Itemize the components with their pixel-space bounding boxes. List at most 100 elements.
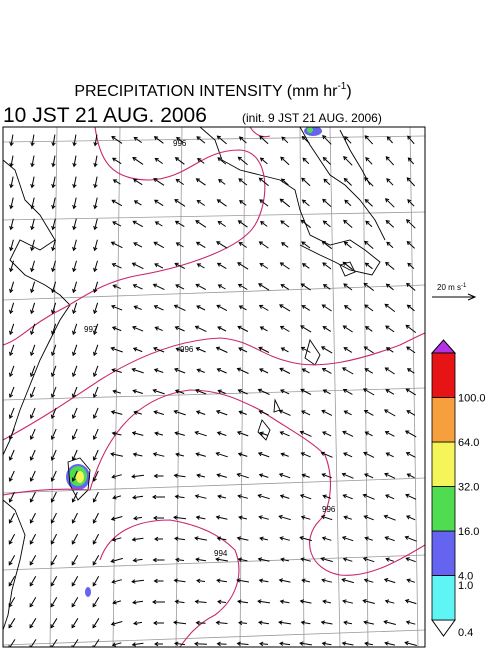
wind-arrow-head bbox=[217, 599, 222, 605]
wind-arrow bbox=[300, 642, 312, 646]
wind-arrow bbox=[301, 177, 311, 187]
graticule bbox=[3, 127, 425, 647]
wind-arrow-head bbox=[322, 135, 327, 140]
wind-arrow bbox=[385, 325, 395, 333]
wind-arrow bbox=[259, 537, 269, 541]
wind-arrow bbox=[365, 157, 373, 165]
wind-arrow-head bbox=[342, 261, 347, 266]
wind-arrow-head bbox=[132, 220, 137, 225]
wind-arrow-head bbox=[93, 204, 98, 210]
wind-arrow bbox=[154, 411, 164, 415]
colorbar-segment bbox=[431, 486, 456, 532]
wind-arrow bbox=[153, 283, 165, 291]
wind-arrow bbox=[237, 431, 249, 437]
wind-arrow-head bbox=[217, 389, 222, 394]
wind-arrow-head bbox=[343, 452, 348, 457]
wind-arrow bbox=[216, 622, 228, 624]
wind-arrow-head bbox=[406, 410, 411, 415]
wind-arrow-head bbox=[301, 305, 306, 309]
wind-arrow bbox=[111, 241, 123, 249]
wind-arrow bbox=[301, 621, 311, 625]
wind-arrow bbox=[196, 347, 206, 353]
wind-arrow-head bbox=[51, 225, 56, 231]
wind-arrow bbox=[344, 516, 352, 520]
contour-label: 994 bbox=[214, 549, 228, 558]
wind-arrow bbox=[217, 262, 227, 270]
wind-arrow bbox=[93, 491, 99, 503]
wind-arrow bbox=[239, 305, 247, 311]
wind-arrow bbox=[385, 198, 395, 208]
wind-arrow bbox=[237, 643, 249, 645]
wind-arrow-head bbox=[93, 267, 98, 273]
wind-arrow-head bbox=[132, 600, 137, 605]
wind-arrow bbox=[29, 554, 37, 566]
wind-arrow bbox=[260, 221, 268, 227]
wind-arrow-head bbox=[131, 262, 137, 267]
wind-arrow bbox=[30, 512, 36, 524]
wind-arrow-head bbox=[8, 498, 13, 503]
wind-arrow-head bbox=[301, 135, 306, 141]
wind-arrow-head bbox=[237, 262, 242, 267]
wind-arrow bbox=[280, 220, 290, 228]
wind-arrow-head bbox=[238, 347, 243, 352]
wind-arrow-head bbox=[363, 451, 368, 456]
wind-arrow-head bbox=[110, 452, 115, 457]
wind-arrow-head bbox=[71, 393, 77, 398]
wind-arrow bbox=[154, 305, 164, 311]
wind-arrow bbox=[112, 263, 122, 269]
wind-arrow-head bbox=[322, 284, 328, 289]
wind-arrow bbox=[133, 178, 143, 186]
wind-arrow-head bbox=[383, 514, 388, 519]
wind-arrow bbox=[258, 621, 270, 625]
wind-arrow bbox=[384, 473, 396, 479]
wind-arrow-head bbox=[30, 267, 35, 273]
wind-arrow bbox=[258, 452, 270, 458]
wind-arrow bbox=[344, 305, 352, 311]
wind-arrow-head bbox=[72, 351, 77, 357]
wind-arrow-head bbox=[51, 183, 56, 189]
wind-arrow-head bbox=[195, 515, 201, 520]
wind-arrow bbox=[364, 515, 374, 521]
wind-arrow-head bbox=[343, 305, 349, 310]
wind-arrow bbox=[217, 495, 227, 499]
wind-arrow bbox=[259, 135, 269, 145]
contour-label: 996 bbox=[322, 505, 336, 514]
wind-arrow-head bbox=[92, 540, 97, 545]
wind-arrow-head bbox=[322, 262, 327, 267]
wind-arrow-head bbox=[111, 199, 116, 204]
wind-arrow-head bbox=[215, 409, 221, 415]
wind-arrow-head bbox=[280, 557, 285, 562]
wind-arrow bbox=[176, 242, 184, 248]
wind-arrow-head bbox=[71, 519, 76, 524]
wind-arrow-head bbox=[50, 540, 55, 545]
wind-arrow-head bbox=[278, 473, 284, 478]
wind-arrow-head bbox=[93, 351, 98, 357]
wind-arrow bbox=[92, 597, 100, 607]
wind-arrow bbox=[322, 642, 332, 646]
wind-arrow-head bbox=[195, 241, 201, 246]
wind-arrow-head bbox=[30, 309, 35, 315]
wind-arrow bbox=[217, 579, 227, 583]
wind-arrow-head bbox=[217, 157, 222, 162]
wind-arrow-head bbox=[258, 177, 263, 182]
wind-arrow bbox=[176, 178, 184, 186]
wind-arrow-head bbox=[299, 535, 304, 541]
wind-arrow-head bbox=[51, 330, 56, 336]
wind-arrow-head bbox=[51, 288, 56, 294]
wind-arrow-head bbox=[407, 135, 412, 140]
wind-arrow bbox=[323, 220, 331, 228]
wind-arrow bbox=[300, 389, 312, 395]
wind-arrow bbox=[73, 155, 77, 167]
wind-arrow bbox=[195, 220, 207, 228]
wind-arrow-head bbox=[173, 620, 178, 625]
wind-arrow-head bbox=[257, 452, 263, 457]
colorbar-segment bbox=[431, 530, 456, 576]
wind-arrow-head bbox=[258, 346, 263, 351]
wind-arrow-head bbox=[238, 620, 243, 626]
wind-arrow-head bbox=[195, 388, 200, 394]
wind-arrow-head bbox=[29, 414, 35, 420]
wind-arrow-head bbox=[407, 157, 412, 162]
wind-arrow-head bbox=[71, 435, 76, 441]
wind-arrow bbox=[195, 325, 207, 333]
wind-arrow-head bbox=[153, 136, 159, 141]
